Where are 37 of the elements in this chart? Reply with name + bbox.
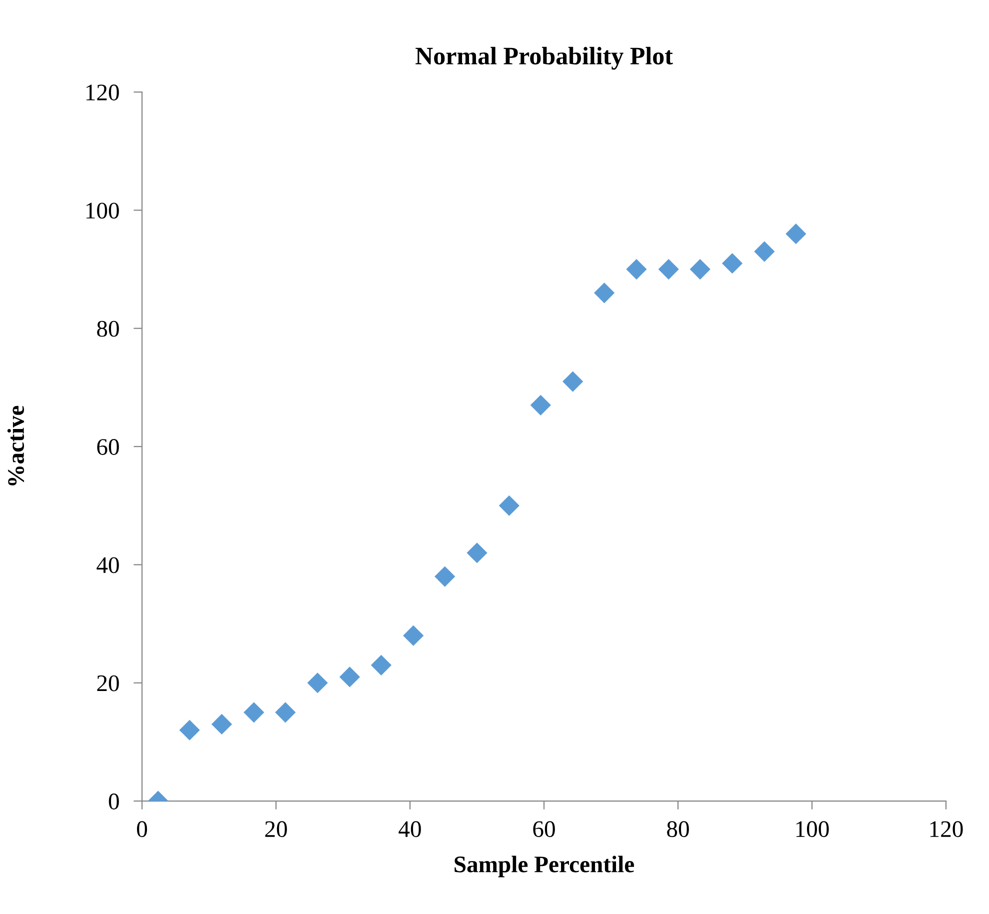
y-tick-label: 100 (86, 202, 119, 219)
y-tick-label: 60 (97, 439, 119, 455)
point (403, 625, 424, 646)
x-tick-label: 80 (667, 821, 689, 838)
point (339, 666, 360, 688)
point (786, 224, 806, 244)
y-axis-title: %active (7, 406, 24, 486)
point (530, 394, 551, 416)
point (307, 672, 328, 694)
x-tick-label: 0 (137, 821, 148, 838)
point (690, 258, 710, 280)
point (754, 241, 775, 262)
point (179, 720, 200, 740)
point (275, 702, 296, 723)
point (370, 654, 392, 676)
y-tick-label: 40 (96, 557, 119, 574)
x-tick-label: 20 (265, 821, 287, 838)
x-tick-label: 100 (796, 821, 829, 838)
x-tick-label: 120 (930, 821, 963, 838)
point (626, 258, 647, 280)
point (658, 258, 679, 280)
chart-title: Normal Probability Plot (416, 46, 673, 70)
point (722, 253, 743, 274)
y-tick-label: 120 (86, 84, 119, 100)
y-tick-label: 0 (108, 794, 119, 810)
x-tick-label: 40 (398, 821, 421, 838)
point (498, 495, 520, 516)
point (244, 702, 264, 723)
point (466, 542, 488, 564)
point (434, 566, 456, 587)
y-tick-label: 80 (97, 320, 119, 337)
x-axis-title: Sample Percentile (454, 856, 634, 878)
x-tick-label: 60 (533, 821, 555, 838)
point (562, 371, 584, 392)
y-tick-label: 20 (97, 675, 119, 692)
point (211, 714, 232, 735)
point (594, 282, 615, 304)
